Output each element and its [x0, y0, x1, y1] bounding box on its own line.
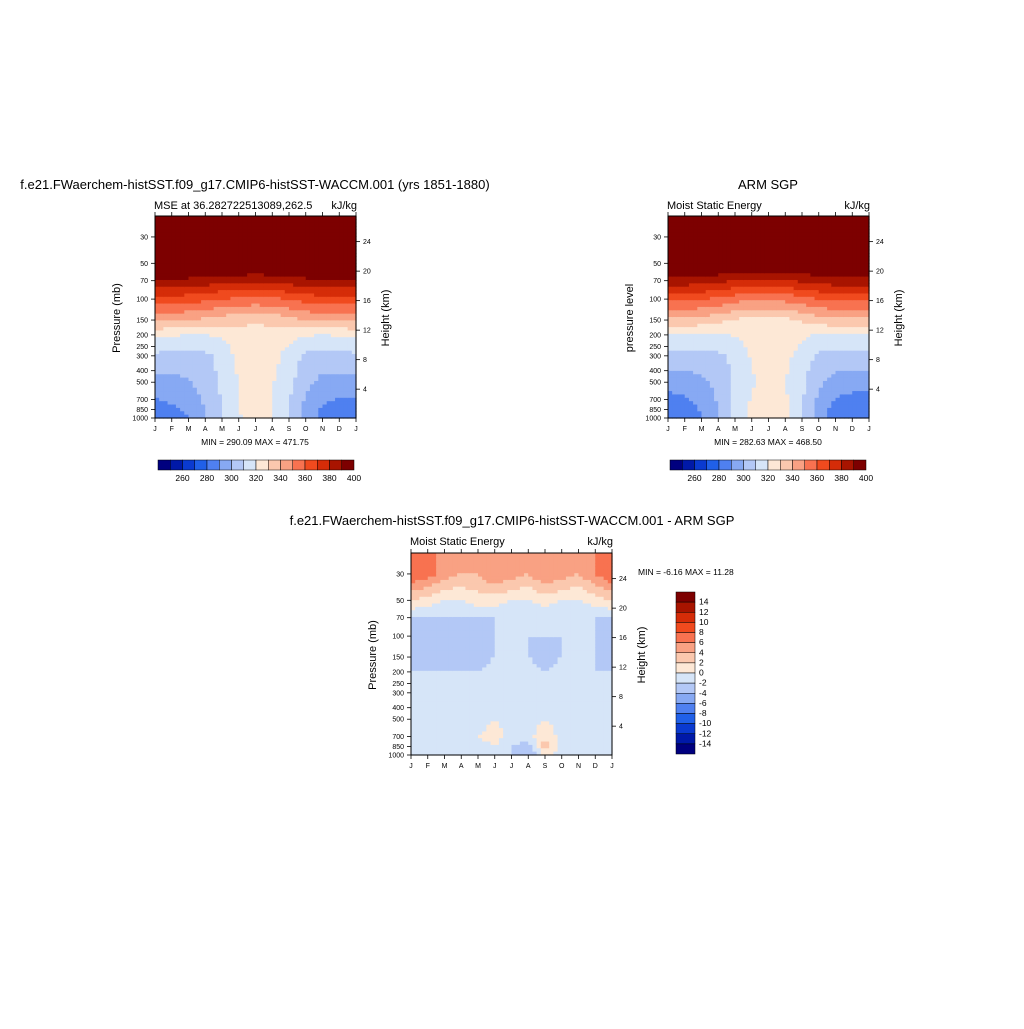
model-units: kJ/kg [331, 200, 357, 212]
model-y-tick-label: 400 [136, 368, 148, 375]
model-height-tick-label: 12 [363, 328, 371, 335]
model-x-tick-label: F [170, 426, 174, 433]
model-x-tick-label: N [320, 426, 325, 433]
model-x-tick-label: M [186, 426, 192, 433]
model-title: f.e21.FWaerchem-histSST.f09_g17.CMIP6-hi… [20, 177, 489, 192]
obs-subtitle-left: Moist Static Energy [667, 200, 762, 212]
model-height-tick-label: 4 [363, 387, 367, 394]
obs-heatmap-cells [668, 216, 870, 419]
model-y-tick-label: 30 [140, 234, 148, 241]
diff-title: f.e21.FWaerchem-histSST.f09_g17.CMIP6-hi… [290, 513, 735, 528]
model-y-tick-label: 850 [136, 407, 148, 414]
model-y-tick-label: 250 [136, 344, 148, 351]
model-heatmap-cells [155, 216, 357, 419]
model-x-tick-label: J [237, 426, 241, 433]
model-y-tick-label: 1000 [132, 416, 148, 423]
model-y-tick-label: 70 [140, 278, 148, 285]
model-height-tick-label: 20 [363, 269, 371, 276]
model-height-tick-label: 24 [363, 239, 371, 246]
model-y-tick-label: 300 [136, 353, 148, 360]
model-x-tick-label: A [270, 426, 275, 433]
model-y-tick-label: 200 [136, 332, 148, 339]
model-x-tick-label: J [153, 426, 157, 433]
obs-title: ARM SGP [738, 177, 798, 192]
model-height-tick-label: 8 [363, 357, 367, 364]
model-y-tick-label: 700 [136, 397, 148, 404]
model-x-tick-label: J [254, 426, 258, 433]
model-x-tick-label: M [219, 426, 225, 433]
model-plot: J F M A M J J A S O N D J 30 50 70 100 150 200 250 300 400 500… [132, 212, 370, 433]
diff-subtitle-left: Moist Static Energy [410, 536, 505, 548]
model-y-tick-label: 50 [140, 261, 148, 268]
model-x-tick-label: S [287, 426, 292, 433]
model-x-tick-label: O [303, 426, 309, 433]
diff-units: kJ/kg [587, 536, 613, 548]
model-x-tick-label: A [203, 426, 208, 433]
model-x-tick-label: J [354, 426, 358, 433]
model-height-tick-label: 16 [363, 298, 371, 305]
model-y-tick-label: 500 [136, 380, 148, 387]
model-x-tick-label: D [337, 426, 342, 433]
model-y-tick-label: 100 [136, 297, 148, 304]
model-y-tick-label: 150 [136, 318, 148, 325]
model-subtitle-left: MSE at 36.282722513089,262.5 [154, 200, 312, 212]
obs-units: kJ/kg [844, 200, 870, 212]
